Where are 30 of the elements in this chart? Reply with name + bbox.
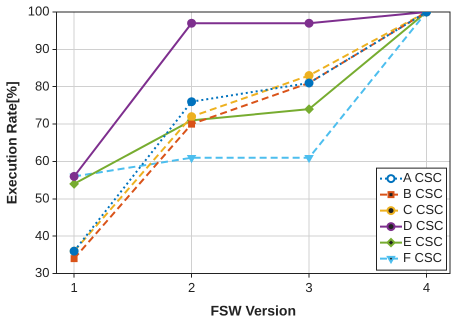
- legend-label: E CSC: [403, 234, 443, 250]
- y-tick-label: 40: [35, 228, 50, 243]
- x-tick-label: 1: [70, 280, 78, 295]
- legend-label: D CSC: [403, 218, 444, 234]
- y-tick-label: 30: [35, 265, 50, 280]
- y-tick-label: 70: [35, 116, 50, 131]
- legend-label: F CSC: [403, 250, 442, 266]
- y-tick-label: 50: [35, 190, 50, 206]
- x-tick-label: 3: [305, 280, 313, 295]
- point: [187, 18, 196, 28]
- point: [70, 255, 78, 262]
- legend-label: C CSC: [403, 202, 444, 218]
- point: [304, 18, 314, 28]
- y-tick-label: 100: [28, 4, 50, 19]
- legend-label: B CSC: [403, 186, 443, 202]
- point: [187, 112, 196, 122]
- x-axis-title: FSW Version: [210, 302, 296, 318]
- point: [305, 155, 314, 162]
- point: [188, 155, 196, 162]
- x-tick-label: 2: [188, 280, 196, 295]
- point: [188, 120, 196, 128]
- y-tick-label: 60: [35, 153, 50, 168]
- y-tick-label: 90: [35, 40, 50, 56]
- y-tick-label: 80: [35, 78, 50, 94]
- point: [187, 97, 196, 106]
- y-axis-title: Execution Rate[%]: [3, 81, 20, 204]
- point: [304, 71, 314, 80]
- x-tick-label: 4: [422, 280, 430, 295]
- legend-label: A CSC: [403, 170, 442, 186]
- point: [304, 104, 314, 114]
